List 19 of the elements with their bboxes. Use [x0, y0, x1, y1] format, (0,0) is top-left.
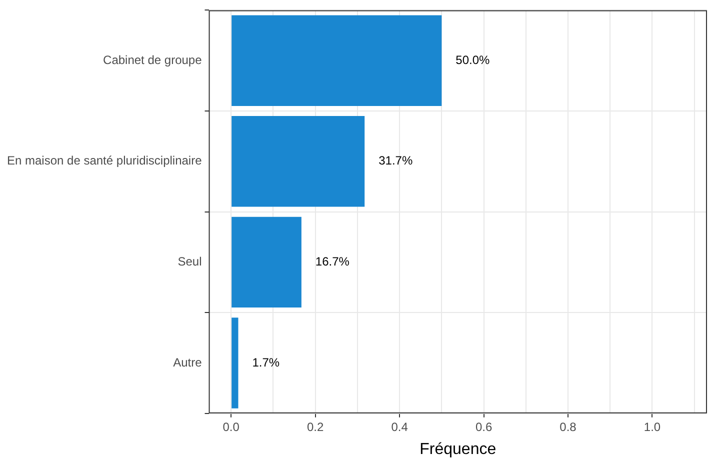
- x-tick-label: 0.8: [560, 420, 577, 434]
- y-tick-label: Seul: [178, 254, 202, 269]
- data-label: 1.7%: [252, 355, 280, 370]
- y-tick-label: Autre: [173, 355, 202, 370]
- bar: [232, 318, 238, 408]
- x-tick-label: 1.0: [644, 420, 661, 434]
- bar: [232, 116, 365, 207]
- x-axis-title: Fréquence: [420, 440, 496, 458]
- x-tick-label: 0.6: [475, 420, 492, 434]
- data-label: 31.7%: [378, 154, 413, 168]
- bar: [232, 216, 302, 308]
- x-tick-label: 0.4: [391, 420, 408, 434]
- bar: [232, 15, 442, 106]
- data-label: 16.7%: [315, 254, 350, 269]
- y-tick-label: En maison de santé pluridisciplinaire: [6, 154, 202, 168]
- x-tick-label: 0.0: [222, 420, 240, 434]
- x-tick-label: 0.2: [306, 420, 324, 434]
- y-tick-label: Cabinet de groupe: [103, 52, 202, 67]
- data-label: 50.0%: [456, 52, 490, 67]
